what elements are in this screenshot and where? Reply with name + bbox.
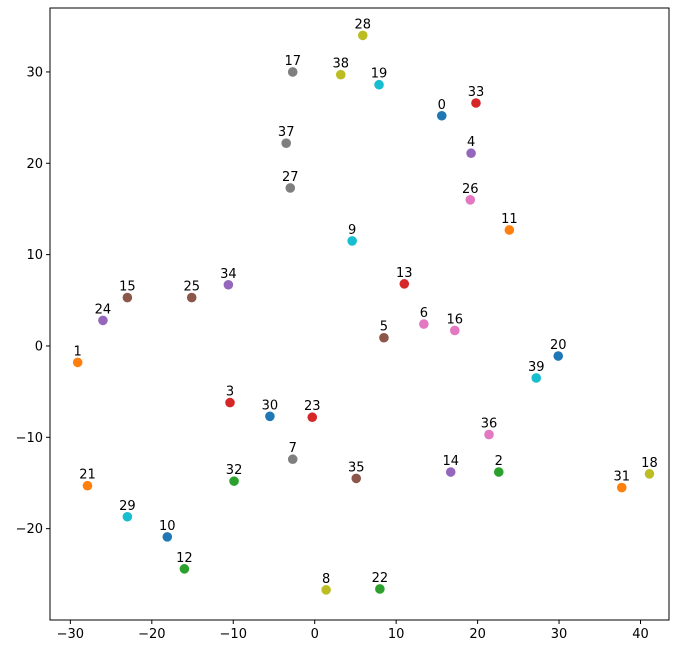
point-label-22: 22 [372, 571, 389, 586]
point-label-19: 19 [371, 67, 388, 82]
data-point-3 [225, 397, 235, 408]
y-tick-label: −20 [16, 522, 43, 537]
point-label-10: 10 [159, 519, 176, 534]
data-point-24 [98, 315, 108, 326]
x-tick-label: 40 [632, 627, 649, 642]
point-label-34: 34 [220, 267, 237, 282]
data-point-23 [307, 412, 318, 423]
data-point-9 [347, 236, 357, 246]
y-tick-label: 0 [35, 339, 43, 354]
point-label-0: 0 [438, 98, 446, 113]
y-tick-label: 10 [26, 248, 43, 263]
data-point-38 [335, 69, 346, 80]
data-points: 0123456789101112131415161718192021222324… [72, 17, 658, 595]
data-point-8 [321, 585, 331, 595]
point-label-31: 31 [613, 470, 630, 485]
data-point-30 [265, 411, 275, 422]
point-label-39: 39 [528, 360, 545, 375]
data-point-11 [504, 225, 515, 235]
point-label-32: 32 [226, 463, 243, 478]
x-tick-label: −30 [57, 627, 84, 642]
y-tick-label: −10 [16, 431, 43, 446]
point-label-27: 27 [282, 170, 299, 185]
point-label-12: 12 [176, 551, 193, 566]
point-label-5: 5 [380, 320, 388, 335]
data-point-22 [375, 584, 385, 594]
data-point-27 [285, 183, 296, 193]
data-point-19 [374, 79, 384, 90]
data-point-20 [553, 351, 564, 361]
point-label-28: 28 [354, 17, 371, 32]
point-label-21: 21 [79, 468, 96, 483]
data-point-7 [287, 454, 298, 465]
x-tick-label: 20 [469, 627, 486, 642]
point-label-2: 2 [495, 454, 503, 469]
data-point-26 [465, 195, 476, 205]
x-tick-label: 10 [388, 627, 405, 642]
data-point-1 [72, 357, 83, 368]
point-label-7: 7 [289, 441, 297, 456]
data-point-0 [436, 110, 447, 121]
point-label-18: 18 [641, 456, 658, 471]
data-point-37 [281, 138, 291, 148]
y-tick-label: 30 [26, 65, 43, 80]
data-point-25 [186, 292, 197, 303]
data-point-33 [471, 98, 481, 108]
data-point-2 [493, 467, 504, 477]
point-label-8: 8 [322, 572, 330, 587]
point-label-11: 11 [501, 212, 518, 227]
point-label-29: 29 [119, 499, 136, 514]
data-point-35 [351, 473, 362, 484]
point-label-38: 38 [332, 57, 349, 72]
data-point-39 [531, 373, 542, 383]
point-label-26: 26 [462, 182, 479, 197]
point-label-4: 4 [467, 135, 475, 150]
data-point-15 [122, 292, 133, 303]
data-point-29 [122, 511, 133, 522]
point-label-17: 17 [284, 54, 301, 69]
data-point-5 [379, 332, 389, 343]
data-point-14 [445, 467, 456, 477]
data-point-12 [179, 564, 190, 574]
plot-frame [49, 7, 670, 621]
point-label-16: 16 [447, 312, 464, 327]
point-label-30: 30 [262, 398, 279, 413]
data-point-10 [162, 532, 173, 542]
point-label-33: 33 [468, 85, 485, 100]
point-label-37: 37 [278, 125, 295, 140]
point-label-25: 25 [183, 280, 200, 295]
point-label-23: 23 [304, 399, 321, 414]
point-label-6: 6 [420, 306, 428, 321]
data-point-31 [616, 482, 627, 493]
y-tick-label: 20 [26, 157, 43, 172]
point-label-9: 9 [348, 223, 356, 238]
data-point-6 [419, 319, 429, 329]
data-point-4 [466, 148, 476, 159]
data-point-18 [644, 469, 655, 479]
point-label-1: 1 [74, 344, 82, 359]
x-tick-label: 0 [311, 627, 319, 642]
data-point-17 [287, 67, 298, 77]
data-point-34 [223, 279, 234, 290]
point-label-20: 20 [550, 338, 567, 353]
point-label-13: 13 [396, 266, 413, 281]
data-point-28 [357, 30, 368, 41]
point-label-3: 3 [226, 385, 234, 400]
point-label-36: 36 [481, 417, 498, 432]
x-tick-label: −10 [220, 627, 247, 642]
point-label-14: 14 [442, 454, 459, 469]
data-point-16 [449, 325, 460, 336]
x-tick-label: 30 [551, 627, 568, 642]
point-label-24: 24 [95, 302, 112, 317]
data-point-21 [82, 480, 93, 491]
point-label-15: 15 [119, 280, 136, 295]
data-point-36 [484, 429, 494, 440]
data-point-32 [229, 476, 239, 486]
point-label-35: 35 [348, 460, 365, 475]
x-tick-label: −20 [138, 627, 165, 642]
data-point-13 [399, 279, 410, 289]
